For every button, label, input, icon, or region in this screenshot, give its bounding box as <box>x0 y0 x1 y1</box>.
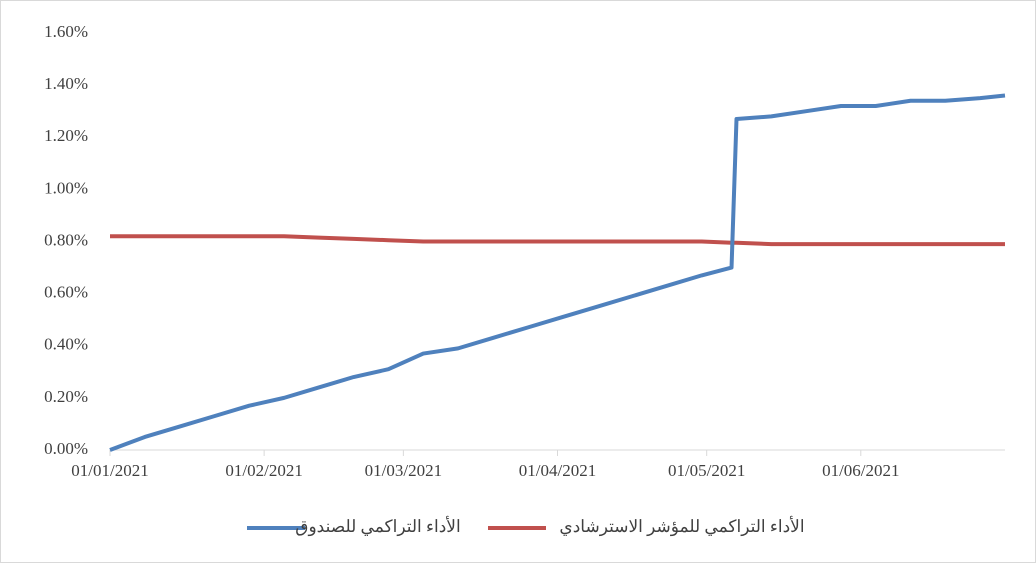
legend-label: الأداء التراكمي للمؤشر الاسترشادي <box>559 516 804 537</box>
x-tick-label: 01/04/2021 <box>519 461 596 480</box>
y-tick-label: 1.20% <box>44 126 88 145</box>
series-line <box>110 234 1005 247</box>
y-tick-label: 1.60% <box>44 22 88 41</box>
x-tick-label: 01/02/2021 <box>225 461 302 480</box>
y-tick-label: 1.00% <box>44 178 88 197</box>
x-tick-label: 01/03/2021 <box>365 461 442 480</box>
y-tick-label: 0.60% <box>44 283 88 302</box>
x-tick-label: 01/01/2021 <box>71 461 148 480</box>
y-tick-label: 0.20% <box>44 387 88 406</box>
y-tick-label: 0.80% <box>44 230 88 249</box>
y-tick-label: 0.00% <box>44 439 88 458</box>
series-line <box>109 93 1006 452</box>
x-tick-label: 01/06/2021 <box>822 461 899 480</box>
legend-label: الأداء التراكمي للصندوق <box>295 516 460 537</box>
x-tick-label: 01/05/2021 <box>668 461 745 480</box>
y-tick-label: 1.40% <box>44 74 88 93</box>
y-tick-label: 0.40% <box>44 335 88 354</box>
